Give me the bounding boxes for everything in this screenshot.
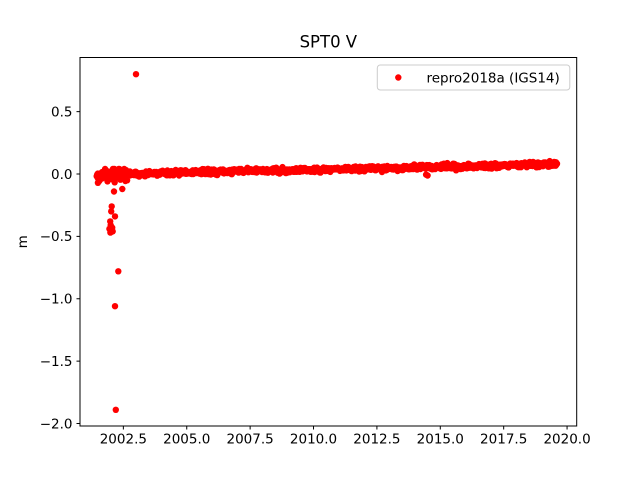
- chart-title: SPT0 V: [300, 33, 358, 52]
- data-point: [112, 406, 120, 413]
- x-tick-label: 2010.0: [290, 432, 337, 448]
- data-point: [119, 175, 127, 182]
- legend-marker-icon: [395, 74, 402, 81]
- x-tick-label: 2017.5: [480, 432, 527, 448]
- data-point: [122, 167, 129, 174]
- data-point: [132, 71, 140, 78]
- data-point: [107, 229, 114, 236]
- legend-box: [376, 64, 571, 91]
- data-point: [115, 268, 122, 275]
- y-axis-ticks: 0.5 0.0 −0.5 −1.0 −1.5 −2.0: [40, 104, 80, 432]
- data-point: [111, 303, 119, 310]
- y-tick-label: −1.5: [40, 354, 73, 370]
- plot-border: [79, 57, 578, 427]
- data-point: [97, 173, 105, 181]
- x-tick-label: 2002.5: [100, 432, 147, 448]
- data-point: [108, 208, 115, 215]
- data-point: [424, 172, 431, 179]
- scatter-series: [93, 71, 561, 413]
- x-axis-ticks: 2002.5 2005.0 2007.5 2010.0 2012.5 2015.0 2017…: [100, 426, 591, 448]
- data-point: [119, 185, 126, 193]
- legend: repro2018a (IGS14): [376, 64, 571, 91]
- data-point: [108, 203, 115, 210]
- y-tick-label: 0.5: [51, 104, 72, 120]
- x-tick-label: 2012.5: [353, 432, 400, 448]
- data-point: [116, 169, 123, 176]
- x-tick-label: 2020.0: [543, 432, 590, 448]
- y-tick-label: 0.0: [51, 167, 72, 183]
- x-tick-label: 2015.0: [417, 432, 464, 448]
- data-point: [111, 213, 119, 220]
- legend-label: repro2018a (IGS14): [427, 70, 560, 86]
- y-axis-label: m: [15, 235, 31, 248]
- y-tick-label: −0.5: [40, 229, 73, 245]
- x-tick-label: 2005.0: [163, 432, 210, 448]
- data-point: [110, 188, 118, 195]
- y-tick-label: −2.0: [40, 416, 73, 432]
- y-tick-label: −1.0: [40, 292, 73, 308]
- data-point: [101, 165, 109, 173]
- data-point: [553, 160, 561, 167]
- x-tick-label: 2007.5: [227, 432, 274, 448]
